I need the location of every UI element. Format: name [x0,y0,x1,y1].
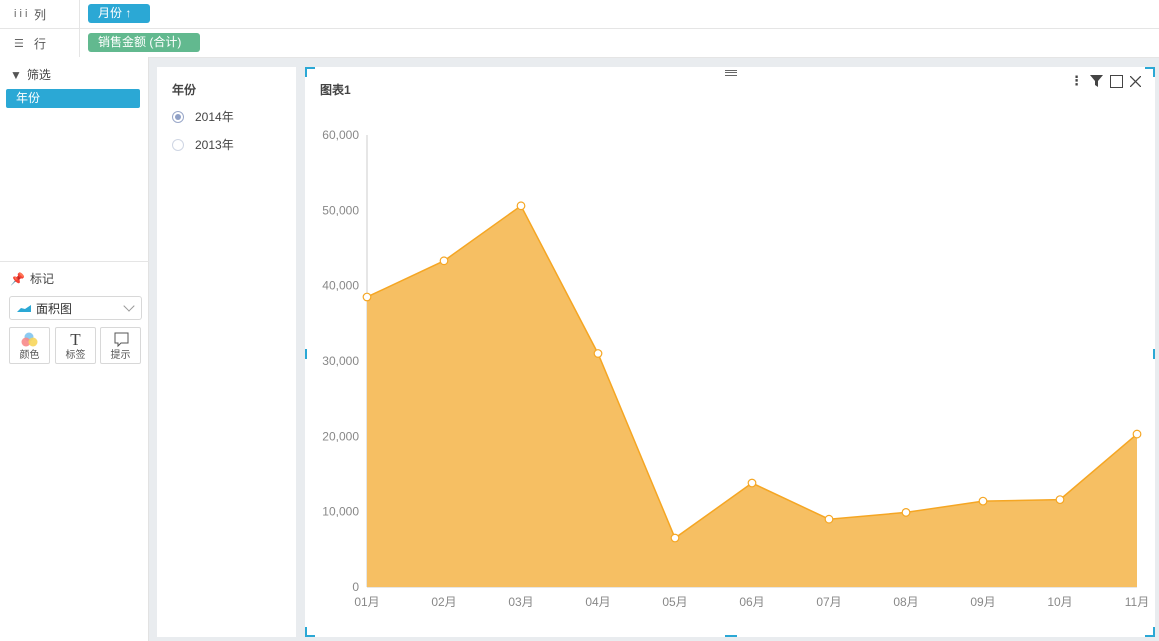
year-option-label: 2014年 [195,110,234,124]
data-point[interactable] [747,478,757,488]
pin-icon: 📌 [10,271,25,286]
more-icon[interactable]: ⋮ [1070,73,1083,88]
chart-panel[interactable]: 图表1 ⋮ 0 10,000 20,000 30,000 40,000 50,000 60,… [305,67,1155,637]
chart-title: 图表1 [320,83,351,97]
resize-handle-bottom[interactable] [725,635,737,637]
x-tick-label: 02月 [431,595,456,609]
x-tick-label: 05月 [662,595,687,609]
filter-year-pill[interactable]: 年份 [6,89,140,108]
resize-handle-right[interactable] [1153,349,1155,359]
columns-shelf-label: i i i 列 [0,0,80,28]
columns-icon: i i i [14,8,28,20]
data-point[interactable] [1055,495,1065,505]
rows-label-text: 行 [34,36,47,51]
x-tick-label: 10月 [1047,595,1072,609]
x-tick-label: 11月 [1125,595,1149,609]
year-filter-title: 年份 [172,83,197,97]
tooltip-button-label: 提示 [110,350,131,361]
sales-amount-pill[interactable]: 销售金额 (合计) [88,33,200,52]
area-chart: 0 10,000 20,000 30,000 40,000 50,000 60,000 01… [322,128,1149,609]
resize-handle-left[interactable] [305,349,307,359]
resize-corner[interactable] [1145,627,1155,637]
rows-shelf: ☰ 行 销售金额 (合计) [0,29,1159,58]
data-point[interactable] [1132,429,1142,439]
data-point[interactable] [362,292,372,302]
filter-title-text: 筛选 [26,68,51,82]
x-tick-label: 08月 [893,595,918,609]
x-tick-label: 04月 [585,595,610,609]
data-point[interactable] [824,514,834,524]
filter-section-title: ▼ 筛选 [10,66,51,83]
color-button[interactable]: 颜色 [9,327,50,364]
resize-corner[interactable] [305,67,315,77]
y-tick-label: 20,000 [322,429,359,443]
year-option-label: 2013年 [195,138,234,152]
month-field-pill[interactable]: 月份 ↑ [88,4,150,23]
list-icon: ☰ [14,37,24,50]
resize-corner[interactable] [305,627,315,637]
x-tick-label: 03月 [508,595,533,609]
data-point[interactable] [439,256,449,266]
funnel-icon: ▼ [10,67,22,82]
data-point[interactable] [978,496,988,506]
resize-corner[interactable] [1145,67,1155,77]
radio-unchecked-icon[interactable] [172,138,184,151]
mark-type-select[interactable]: 面积图 [9,296,142,320]
year-filter-panel: 年份 2014年 2013年 [157,67,296,637]
x-tick-label: 06月 [739,595,764,609]
color-button-label: 颜色 [19,350,40,361]
chevron-down-icon [123,300,135,312]
divider [0,261,149,262]
x-tick-label: 01月 [354,595,379,609]
marks-section-title: 📌 标记 [10,270,54,287]
year-option-2014[interactable]: 2014年 [172,108,234,125]
data-point[interactable] [670,533,680,543]
filter-icon[interactable] [1090,75,1103,87]
color-icon [21,332,38,347]
year-option-2013[interactable]: 2013年 [172,136,234,153]
marks-title-text: 标记 [29,272,54,286]
drag-handle-bar [725,72,737,73]
y-tick-label: 30,000 [322,354,359,368]
columns-label-text: 列 [34,7,47,22]
rows-shelf-label: ☰ 行 [0,29,80,57]
chart-toolbar: ⋮ [1070,73,1141,89]
maximize-icon[interactable] [1110,74,1123,88]
text-icon: T [70,330,81,349]
close-icon[interactable] [1130,75,1141,87]
columns-shelf: i i i 列 月份 ↑ [0,0,1159,29]
label-button-label: 标签 [65,350,86,361]
drag-handle-icon[interactable] [725,70,737,76]
y-tick-label: 40,000 [322,279,359,293]
label-button[interactable]: T 标签 [55,327,96,364]
data-point[interactable] [593,349,603,358]
radio-checked-icon[interactable] [172,110,184,123]
left-panel: ▼ 筛选 年份 📌 标记 面积图 颜色 T 标签 提示 [0,57,149,641]
mark-type-value: 面积图 [36,301,73,316]
tooltip-icon [114,332,129,348]
tooltip-button[interactable]: 提示 [100,327,141,364]
y-tick-label: 60,000 [322,128,359,142]
x-tick-label: 07月 [816,595,841,609]
y-tick-label: 0 [352,580,359,594]
x-tick-label: 09月 [970,595,995,609]
y-tick-label: 50,000 [322,203,359,217]
y-tick-label: 10,000 [322,505,359,519]
area-chart-icon [17,305,31,312]
data-point[interactable] [516,201,526,211]
area-fill [367,205,1137,587]
data-point[interactable] [901,508,911,517]
